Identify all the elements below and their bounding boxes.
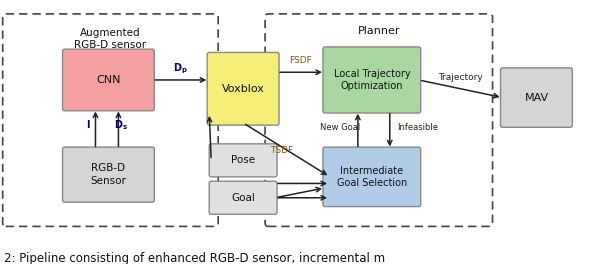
Text: $\mathbf{D_s}$: $\mathbf{D_s}$ <box>114 119 129 132</box>
Text: MAV: MAV <box>524 93 548 103</box>
Text: TSDF: TSDF <box>270 146 294 155</box>
Text: RGB-D
Sensor: RGB-D Sensor <box>90 163 126 186</box>
FancyBboxPatch shape <box>323 47 421 113</box>
Text: CNN: CNN <box>96 75 121 85</box>
FancyBboxPatch shape <box>209 144 277 177</box>
Text: $\mathbf{D_p}$: $\mathbf{D_p}$ <box>173 62 188 76</box>
Text: Trajectory: Trajectory <box>438 73 483 82</box>
Text: Augmented
RGB-D sensor: Augmented RGB-D sensor <box>74 28 147 50</box>
Text: Infeasible: Infeasible <box>397 122 438 131</box>
Text: 2: Pipeline consisting of enhanced RGB-D sensor, incremental m: 2: Pipeline consisting of enhanced RGB-D… <box>4 252 385 264</box>
Text: $\mathbf{I}$: $\mathbf{I}$ <box>86 119 91 130</box>
FancyBboxPatch shape <box>209 181 277 214</box>
Text: Intermediate
Goal Selection: Intermediate Goal Selection <box>337 166 407 188</box>
Text: FSDF: FSDF <box>289 56 312 65</box>
FancyBboxPatch shape <box>208 53 279 125</box>
Text: Planner: Planner <box>358 26 400 36</box>
Text: Local Trajectory
Optimization: Local Trajectory Optimization <box>334 69 410 91</box>
FancyBboxPatch shape <box>63 49 154 111</box>
FancyBboxPatch shape <box>63 147 154 202</box>
FancyBboxPatch shape <box>323 147 421 207</box>
Text: Voxblox: Voxblox <box>222 84 264 94</box>
Text: Pose: Pose <box>231 155 255 165</box>
Text: New Goal: New Goal <box>320 122 360 131</box>
Text: Goal: Goal <box>231 193 255 203</box>
FancyBboxPatch shape <box>501 68 572 127</box>
